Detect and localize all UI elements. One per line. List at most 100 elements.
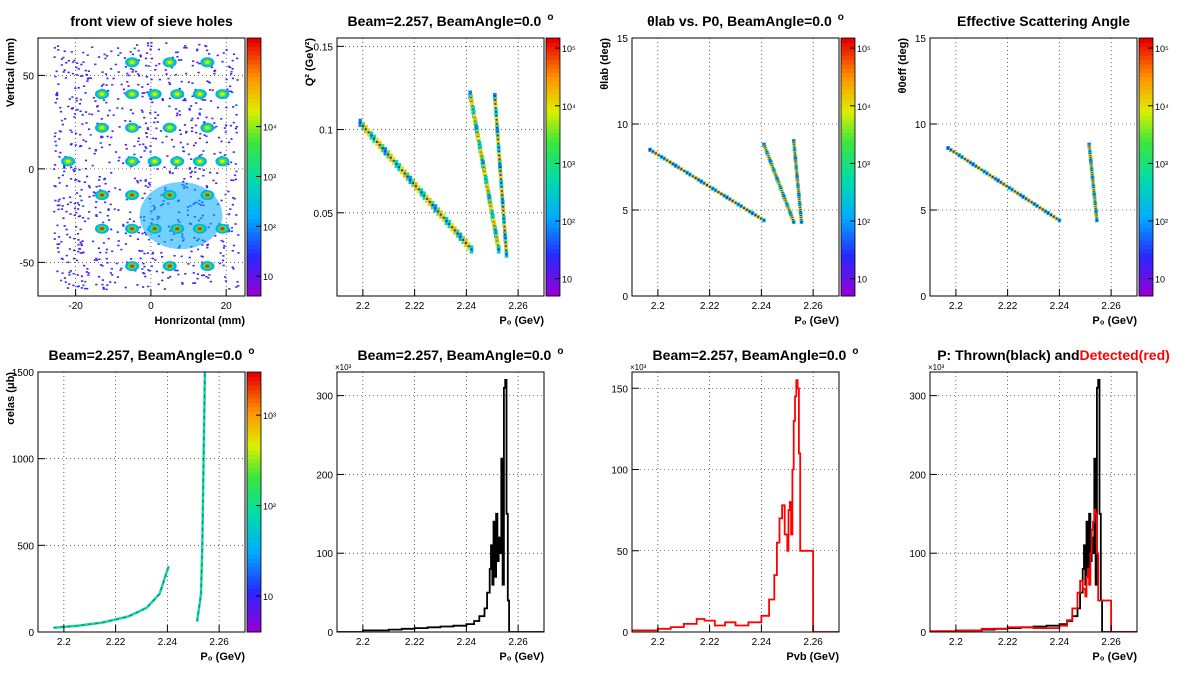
colorbar-tick-label: 10³ [562, 159, 575, 169]
colorbar-step [841, 42, 855, 48]
colorbar-step [247, 541, 261, 546]
colorbar-tick-label: 10⁴ [562, 102, 576, 112]
heat-cell [144, 180, 147, 182]
heat-band-edge [1008, 186, 1011, 189]
colorbar-step [247, 81, 261, 86]
heat-cell [144, 179, 147, 181]
heat-cell [82, 139, 85, 141]
heat-cell [198, 113, 201, 116]
heat-cell [82, 251, 85, 254]
heat-band-edge [1052, 215, 1055, 218]
heat-band-edge [754, 214, 757, 217]
heat-cell [137, 74, 141, 77]
heat-cell [108, 109, 111, 112]
heat-band-edge [794, 154, 797, 157]
heat-band-edge [464, 242, 467, 245]
heat-cell [137, 137, 141, 139]
heat-band-edge [495, 122, 498, 125]
heat-band-edge [387, 153, 390, 156]
heat-cell [95, 215, 98, 218]
series-line [337, 379, 544, 632]
heat-band-edge [798, 200, 801, 203]
heat-cell [232, 121, 235, 124]
colorbar-step [1139, 68, 1153, 73]
colorbar-step [1139, 42, 1153, 48]
heat-band-edge [499, 170, 502, 173]
colorbar-step [247, 415, 261, 421]
heat-cell [88, 211, 91, 213]
heat-cell [122, 88, 126, 91]
heat-cell [198, 155, 201, 157]
colorbar-step [1139, 46, 1153, 52]
heat-cell [161, 279, 164, 282]
chart-title: Effective Scattering Angle [957, 13, 1130, 29]
heat-cell [149, 88, 152, 91]
heat-cell [198, 43, 201, 46]
y-axis-label: θ0eff (deg) [897, 38, 909, 94]
heat-band-edge [426, 197, 429, 200]
colorbar-step [546, 218, 560, 224]
heat-band-edge [977, 166, 980, 169]
colorbar: 10 10² 10³ 10⁴ 10⁵ [545, 37, 576, 297]
y-axis-label: θlab (deg) [599, 38, 611, 90]
colorbar-step [247, 248, 261, 254]
colorbar-step [841, 287, 855, 293]
heat-band-edge [795, 166, 798, 169]
heat-band-edge [1041, 208, 1044, 211]
heat-cell [79, 228, 82, 231]
colorbar-step [247, 450, 261, 455]
heat-cell [203, 121, 206, 123]
colorbar-step [247, 619, 261, 624]
colorbar-step [841, 106, 855, 112]
heat-cell [53, 185, 56, 187]
colorbar-step [1139, 270, 1153, 275]
heat-cell [53, 210, 56, 213]
heat-cell [219, 252, 222, 254]
heat-band-edge [949, 148, 952, 151]
colorbar-step [546, 158, 560, 164]
colorbar-step [1139, 81, 1153, 86]
heat-band-edge [796, 174, 799, 177]
heat-cell [223, 245, 226, 247]
heat-cell [80, 244, 83, 247]
colorbar-step [841, 98, 855, 103]
heat-cell [142, 143, 145, 146]
heat-cell [68, 274, 71, 276]
colorbar-step [546, 111, 560, 116]
heat-band-edge [499, 178, 502, 181]
plot-frame [929, 37, 1138, 297]
colorbar: 10 10² 10³ 10⁴ 10⁵ [1138, 37, 1169, 297]
heat-cell [146, 128, 150, 131]
heat-cell [136, 181, 140, 184]
heat-cell [87, 128, 91, 131]
colorbar-step [546, 235, 560, 241]
y-tick-label: 10 [915, 120, 927, 131]
heat-cell [98, 185, 101, 187]
heat-cell [176, 269, 179, 272]
heat-cell [138, 126, 142, 128]
colorbar-step [247, 59, 261, 65]
colorbar-step [841, 132, 855, 138]
heat-cell [203, 122, 206, 124]
colorbar-step [1139, 119, 1153, 125]
heat-cell [205, 45, 208, 48]
chart-title: P: Thrown(black) andDetected(red) [937, 347, 1170, 363]
heat-cell [54, 75, 57, 78]
colorbar-step [841, 89, 855, 95]
colorbar-step [841, 128, 855, 134]
colorbar-step [247, 571, 261, 577]
heat-cell [106, 261, 109, 264]
colorbar-tick-label: 10³ [1155, 159, 1168, 169]
heat-band-edge [493, 95, 496, 98]
colorbar-step [841, 136, 855, 142]
heat-band-edge [1036, 204, 1039, 207]
heat-cell [99, 264, 103, 266]
heat-cell [126, 80, 129, 83]
colorbar-tick-label: 10⁵ [562, 44, 576, 54]
heat-cell [75, 178, 78, 181]
heat-cell [100, 136, 103, 139]
heat-cell [184, 99, 187, 102]
y-axis-label: σelas (μb) [5, 372, 17, 425]
heat-cell [223, 154, 226, 156]
heat-cell [88, 113, 91, 115]
